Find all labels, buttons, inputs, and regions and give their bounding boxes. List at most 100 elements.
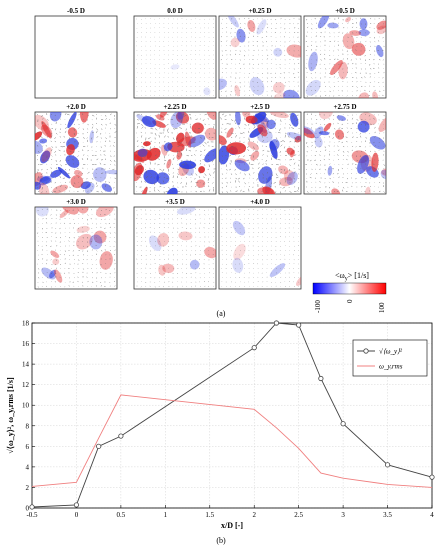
vortex-positive [146,147,161,161]
vortex-positive [250,150,260,161]
vorticity-panel: +2.25 D [133,103,217,195]
data-point [73,502,80,508]
vortex-positive [204,246,216,259]
vortex-positive [247,141,259,151]
vortex-positive [334,129,345,140]
vortex-positive [52,258,60,265]
x-tick-label: 0.5 [117,511,126,519]
y-tick-label: 8 [26,422,30,430]
panel-title: 0.0 D [167,7,183,15]
vorticity-field [136,207,216,288]
vortex-negative [177,112,185,120]
vortex-positive [184,131,192,148]
vortex-positive [134,162,143,182]
vortex-negative [41,267,56,280]
y-tick-label: 2 [26,484,30,492]
vortex-negative [359,18,368,30]
vortex-positive [35,131,43,141]
vortex-negative [369,136,386,150]
vortex-positive [304,127,315,139]
vortex-positive [70,175,84,189]
data-point [118,433,124,439]
colorbar-tick-min: -100 [314,300,322,313]
panel-frame [133,206,217,290]
vortex-positive [176,132,185,144]
vorticity-panel: +3.5 D [133,198,217,290]
vortex-positive [77,207,89,214]
vorticity-field [221,209,301,288]
vortex-positive [286,44,301,58]
vortex-negative [234,159,250,172]
vortex-negative [104,169,117,175]
vortex-negative [49,112,62,122]
data-point [29,504,35,510]
vortex-negative [203,87,211,96]
panel-title: +2.5 D [250,103,270,111]
vortex-negative [89,130,94,144]
velocity-vectors [221,209,300,288]
vortex-positive [283,170,295,181]
velocity-vectors [136,209,215,288]
vorticity-field [219,16,301,98]
vortex-positive [257,187,274,194]
vortex-positive [38,182,50,194]
vortex-positive [59,209,69,218]
vortex-negative [269,139,280,151]
vortex-positive [155,114,165,121]
vortex-positive [226,142,247,155]
vortex-positive [95,207,114,218]
vortex-positive [93,230,107,244]
panel-frame [303,111,387,195]
vortex-negative [227,16,239,28]
vortex-negative [232,220,246,236]
vortex-positive [274,92,286,98]
velocity-vectors [37,208,116,288]
panel-frame [218,15,302,99]
vortex-negative [336,115,346,121]
vortex-positive [178,231,193,241]
vortex-negative [137,148,148,157]
vortex-positive [376,20,386,30]
vortex-positive [206,112,216,120]
vortex-positive [234,85,241,97]
vortex-negative [380,169,386,179]
vortex-negative [269,263,286,278]
vortex-negative [357,155,370,174]
legend: √⟨ω_y⟩² ω_y,rms [352,339,428,377]
vortex-positive [41,147,52,163]
vortex-negative [176,207,196,215]
y-tick-label: 4 [26,463,30,471]
vortex-negative [93,167,107,182]
vortex-negative [266,119,276,130]
y-tick-label: 14 [22,361,30,369]
vortex-positive [233,243,246,260]
vortex-positive [358,92,369,98]
vortex-positive [272,82,285,94]
vortex-positive [35,114,50,131]
vortex-positive [67,127,78,138]
vortex-negative [256,19,267,35]
vortex-positive [364,186,371,194]
x-tick-label: 3.5 [383,511,392,519]
vortex-positive [226,127,234,138]
x-tick-label: 1 [164,511,168,519]
vortex-negative [314,136,323,148]
vortex-negative [189,259,200,270]
vortex-positive [219,135,227,145]
vortex-positive [294,135,301,143]
vortex-positive [76,225,90,233]
vorticity-panel: +4.0 D [218,198,302,290]
vortex-positive [162,263,175,274]
colorbar-tick-zero: 0 [346,299,354,303]
vorticity-field [35,207,116,288]
x-tick-label: 1.5 [205,511,214,519]
legend-entry: √⟨ω_y⟩² [379,348,403,356]
vortex-positive [159,112,168,118]
vortex-positive [376,25,386,35]
vortex-positive [331,188,341,194]
vortex-positive [52,184,69,194]
vortex-negative [163,142,173,152]
panel-title: +3.5 D [165,198,185,206]
vortex-positive [158,264,166,276]
